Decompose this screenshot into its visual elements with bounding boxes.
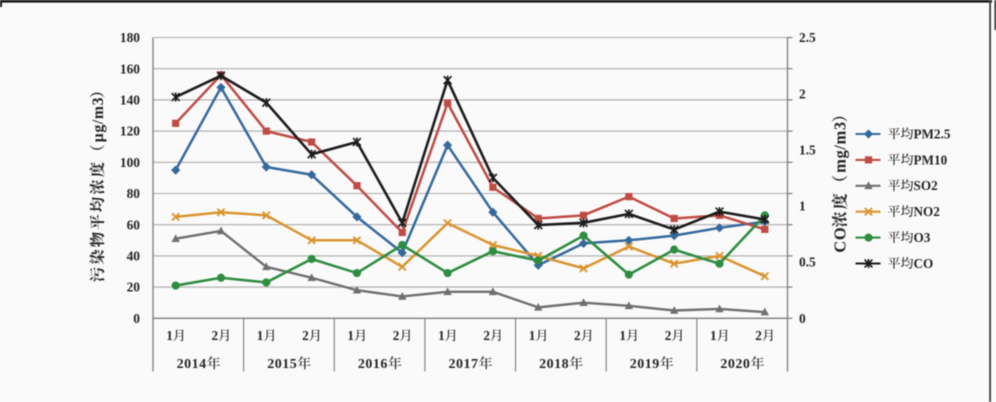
svg-text:PM2.5: PM2.5	[914, 126, 951, 141]
svg-text:2: 2	[799, 86, 806, 101]
svg-text:1: 1	[799, 199, 806, 214]
svg-text:1: 1	[347, 328, 354, 343]
svg-text:O3: O3	[914, 230, 931, 245]
svg-text:mg/m3: mg/m3	[831, 121, 850, 173]
svg-text:60: 60	[127, 217, 141, 232]
svg-text:1: 1	[257, 328, 264, 343]
svg-text:2: 2	[302, 328, 309, 343]
svg-text:1: 1	[166, 328, 173, 343]
svg-text:PM10: PM10	[914, 152, 948, 167]
svg-text:2016: 2016	[358, 357, 388, 372]
svg-text:2015: 2015	[267, 357, 297, 372]
svg-text:2.5: 2.5	[799, 30, 816, 45]
svg-text:2019: 2019	[630, 357, 660, 372]
svg-text:100: 100	[120, 155, 140, 170]
svg-text:0.5: 0.5	[799, 255, 816, 270]
svg-text:2017: 2017	[449, 357, 479, 372]
svg-text:µg/m3: µg/m3	[90, 97, 107, 142]
svg-text:1: 1	[619, 328, 626, 343]
svg-text:2018: 2018	[539, 357, 569, 372]
svg-text:2: 2	[665, 328, 672, 343]
svg-text:120: 120	[120, 124, 140, 139]
svg-text:2: 2	[212, 328, 219, 343]
svg-text:80: 80	[127, 186, 141, 201]
svg-text:20: 20	[127, 280, 141, 295]
svg-text:1: 1	[529, 328, 536, 343]
svg-text:1: 1	[438, 328, 445, 343]
svg-text:0: 0	[133, 311, 140, 326]
svg-text:140: 140	[120, 93, 140, 108]
svg-text:CO: CO	[914, 256, 934, 271]
svg-text:1.5: 1.5	[799, 142, 816, 157]
svg-text:2: 2	[755, 328, 762, 343]
svg-text:2: 2	[483, 328, 490, 343]
svg-text:160: 160	[120, 61, 140, 76]
svg-text:0: 0	[799, 311, 806, 326]
svg-text:2: 2	[393, 328, 400, 343]
svg-text:180: 180	[120, 30, 140, 45]
svg-text:2014: 2014	[177, 357, 207, 372]
svg-text:CO: CO	[831, 227, 850, 253]
svg-text:40: 40	[127, 249, 141, 264]
svg-text:2020: 2020	[720, 357, 750, 372]
svg-text:1: 1	[710, 328, 717, 343]
svg-text:2: 2	[574, 328, 581, 343]
svg-text:NO2: NO2	[914, 204, 941, 219]
svg-text:SO2: SO2	[914, 178, 939, 193]
